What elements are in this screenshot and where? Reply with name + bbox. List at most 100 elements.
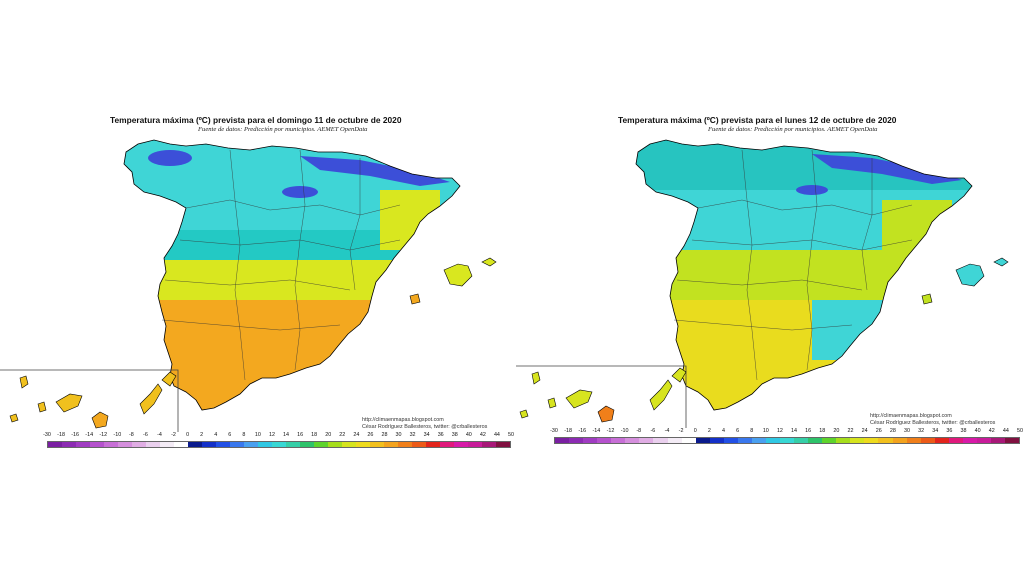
border bbox=[229, 149, 246, 381]
legend-swatch bbox=[920, 438, 935, 443]
legend-swatch bbox=[90, 442, 104, 447]
legend-swatch bbox=[1005, 438, 1020, 443]
map-title: Temperatura máxima (ºC) prevista para el… bbox=[110, 115, 402, 125]
island-la-palma bbox=[531, 371, 541, 385]
band-center-south bbox=[636, 250, 972, 300]
legend-swatch bbox=[76, 442, 90, 447]
legend-tick-label: 24 bbox=[861, 428, 868, 434]
legend-tick-label: 22 bbox=[847, 428, 854, 434]
legend-swatch bbox=[230, 442, 244, 447]
legend-swatch bbox=[132, 442, 146, 447]
cold-galicia bbox=[148, 150, 192, 166]
border bbox=[185, 199, 401, 216]
legend-swatch bbox=[737, 438, 752, 443]
border bbox=[673, 319, 853, 331]
legend-tick-label: 22 bbox=[339, 432, 346, 438]
credit-url: http://climaenmapas.blogspot.com bbox=[870, 413, 952, 419]
legend-tick-label: 16 bbox=[805, 428, 812, 434]
legend-swatch bbox=[62, 442, 76, 447]
peninsula-temperature-field bbox=[124, 140, 460, 410]
legend-swatch bbox=[611, 438, 626, 443]
legend-swatch bbox=[48, 442, 62, 447]
province-borders bbox=[161, 149, 401, 381]
island-lanzarote bbox=[671, 367, 687, 383]
legend-swatch bbox=[426, 442, 440, 447]
legend-tick-label: 40 bbox=[974, 428, 981, 434]
legend-swatch bbox=[878, 438, 893, 443]
island-gran-canaria bbox=[597, 405, 615, 423]
border bbox=[697, 199, 913, 216]
legend-ticks: -30 -18 -16 -14 -12 -10 -8 -6 -4 -2 0 2 4 6 8 10 12 14 16 1… bbox=[550, 428, 1023, 437]
legend-tick-label: 4 bbox=[214, 432, 218, 438]
legend-tick-label: 26 bbox=[367, 432, 374, 438]
island-fuerteventura bbox=[649, 379, 673, 411]
legend-swatch bbox=[625, 438, 640, 443]
border bbox=[164, 279, 351, 291]
legend-tick-label: -2 bbox=[678, 428, 684, 434]
legend-swatch bbox=[300, 442, 314, 447]
legend-tick-label: 30 bbox=[395, 432, 402, 438]
canary-inset-frame bbox=[0, 369, 179, 432]
legend-swatch bbox=[286, 442, 300, 447]
legend-swatch bbox=[780, 438, 795, 443]
legend-swatch bbox=[751, 438, 766, 443]
temperature-legend: -30 -18 -16 -14 -12 -10 -8 -6 -4 -2 0 2 4 6 8 10 12 14 16 1… bbox=[43, 432, 514, 452]
credit-author: César Rodríguez Ballesteros, twitter: @c… bbox=[362, 424, 488, 430]
legend-tick-label: -6 bbox=[650, 428, 656, 434]
legend-swatch bbox=[569, 438, 584, 443]
legend-color-bar bbox=[47, 441, 511, 448]
legend-tick-label: -6 bbox=[143, 432, 148, 438]
legend-tick-label: 2 bbox=[200, 432, 204, 438]
legend-tick-label: 4 bbox=[721, 428, 725, 434]
legend-swatch bbox=[808, 438, 823, 443]
legend-swatch bbox=[272, 442, 286, 447]
legend-tick-label: 44 bbox=[493, 432, 500, 438]
province-borders bbox=[673, 149, 913, 381]
band-center bbox=[124, 230, 460, 260]
border bbox=[741, 149, 758, 381]
legend-swatch bbox=[146, 442, 160, 447]
legend-tick-label: 18 bbox=[819, 428, 826, 434]
legend-swatch bbox=[948, 438, 963, 443]
legend-tick-label: 30 bbox=[904, 428, 911, 434]
legend-swatch bbox=[384, 442, 398, 447]
legend-swatch bbox=[496, 442, 510, 447]
canary-inset-frame bbox=[516, 365, 687, 428]
map-subtitle: Fuente de datos: Predicción por municipi… bbox=[708, 126, 878, 133]
legend-swatch bbox=[160, 442, 174, 447]
legend-tick-label: -2 bbox=[171, 432, 176, 438]
legend-swatch bbox=[653, 438, 668, 443]
legend-tick-label: -10 bbox=[113, 432, 122, 438]
legend-tick-label: 36 bbox=[437, 432, 444, 438]
island-fuerteventura bbox=[139, 383, 163, 415]
cold-north-coast bbox=[812, 154, 962, 184]
legend-swatch bbox=[174, 442, 188, 447]
border bbox=[349, 158, 361, 291]
legend-tick-label: -30 bbox=[43, 432, 51, 438]
legend-tick-label: 2 bbox=[707, 428, 711, 434]
border bbox=[806, 149, 818, 371]
legend-tick-label: -12 bbox=[606, 428, 615, 434]
map-panel-monday: Temperatura máxima (ºC) prevista para el… bbox=[512, 0, 1024, 576]
legend-swatch bbox=[836, 438, 851, 443]
legend-tick-label: 34 bbox=[423, 432, 430, 438]
legend-tick-label: 8 bbox=[750, 428, 754, 434]
legend-tick-label: 44 bbox=[1002, 428, 1009, 434]
legend-swatch bbox=[328, 442, 342, 447]
legend-tick-label: -4 bbox=[664, 428, 670, 434]
legend-swatch bbox=[583, 438, 598, 443]
legend-tick-label: 10 bbox=[254, 432, 261, 438]
legend-tick-label: 36 bbox=[946, 428, 953, 434]
legend-swatch bbox=[555, 438, 570, 443]
legend-swatch bbox=[216, 442, 230, 447]
legend-swatch bbox=[258, 442, 272, 447]
island-menorca bbox=[993, 257, 1009, 267]
legend-swatch bbox=[892, 438, 907, 443]
legend-ticks: -30 -18 -16 -14 -12 -10 -8 -6 -4 -2 0 2 4 6 8 10 12 14 16 1… bbox=[43, 432, 514, 441]
map-title: Temperatura máxima (ºC) prevista para el… bbox=[618, 115, 897, 125]
legend-tick-label: -10 bbox=[620, 428, 629, 434]
legend-tick-label: -12 bbox=[99, 432, 108, 438]
legend-tick-label: 32 bbox=[409, 432, 416, 438]
island-tenerife bbox=[565, 389, 593, 409]
legend-swatch bbox=[202, 442, 216, 447]
